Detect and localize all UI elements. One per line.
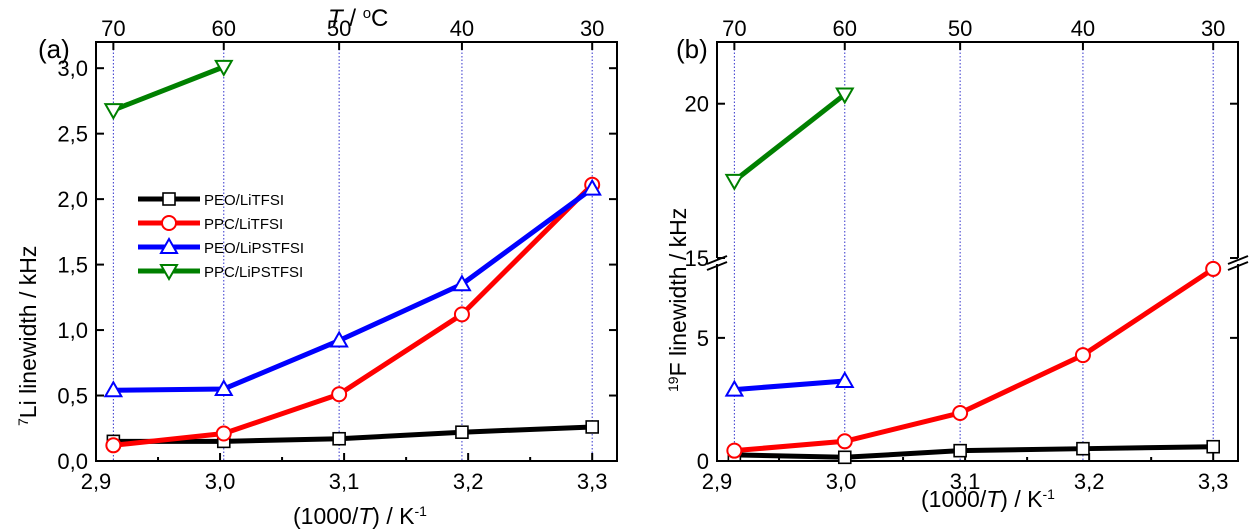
legend-marker-peo-litfsi <box>162 192 176 206</box>
panel-b-y-axis-title: 19F linewidth / kHz <box>665 208 691 392</box>
data-point-ppc-litfsi <box>331 386 348 403</box>
legend: PEO/LiTFSI PPC/LiTFSI PEO/LiPSTFSI PPC/LiPS… <box>138 192 304 282</box>
legend-label-peo-lipstfsi: PEO/LiPSTFSI <box>204 240 304 257</box>
top-tick-label: 70 <box>722 16 746 41</box>
panel-a-top-axis-title: T / oC <box>328 5 388 33</box>
x-tick-label: 3,0 <box>205 469 236 494</box>
panel-a-frame <box>95 41 618 462</box>
top-tick-label: 30 <box>1201 16 1225 41</box>
legend-marker-ppc-litfsi <box>161 215 177 231</box>
data-point-peo-litfsi <box>1206 439 1220 454</box>
x-tick-label: 3,3 <box>1198 469 1229 494</box>
y-tick-label: 0 <box>697 449 709 474</box>
data-point-peo-lipstfsi <box>214 378 234 396</box>
series-line-peo-litfsi <box>734 444 1214 460</box>
panel-b-frame <box>716 41 1239 462</box>
data-point-ppc-litfsi <box>836 433 853 450</box>
panel-b-label: (b) <box>676 34 708 64</box>
x-tick-label: 3,1 <box>950 469 981 494</box>
data-point-peo-litfsi <box>1076 441 1090 456</box>
data-point-ppc-litfsi <box>453 306 470 323</box>
y-tick-label: 1,0 <box>57 318 88 343</box>
panel-b-x-axis-title: (1000/T) / K-1 <box>921 486 1055 512</box>
x-tick-label: 3,1 <box>329 469 360 494</box>
data-point-peo-lipstfsi <box>329 330 349 348</box>
legend-marker-peo-lipstfsi <box>159 236 179 254</box>
series-line-ppc-lipstfsi <box>112 64 225 113</box>
data-point-ppc-lipstfsi <box>103 103 124 121</box>
panel-b-guides <box>733 42 1214 461</box>
x-tick-label: 3,2 <box>1074 469 1105 494</box>
data-point-peo-litfsi <box>332 431 346 446</box>
y-tick-label: 3,0 <box>57 56 88 81</box>
axis-break-marks <box>706 255 1249 271</box>
data-point-ppc-lipstfsi <box>835 87 855 105</box>
data-point-ppc-lipstfsi <box>214 59 234 77</box>
top-tick-label: 50 <box>327 16 351 41</box>
legend-label-ppc-litfsi: PPC/LiTFSI <box>204 216 283 233</box>
y-tick-label: 0,5 <box>57 384 88 409</box>
series-line-ppc-litfsi <box>734 266 1215 454</box>
data-point-ppc-litfsi <box>952 404 969 421</box>
y-tick-label: 2,5 <box>57 122 88 147</box>
data-point-ppc-litfsi <box>1074 347 1091 364</box>
x-tick-label: 2,9 <box>702 469 733 494</box>
data-point-peo-lipstfsi <box>452 274 472 292</box>
data-point-peo-lipstfsi <box>582 178 602 196</box>
data-point-peo-litfsi <box>455 425 469 439</box>
data-point-ppc-litfsi <box>215 425 232 442</box>
panel-a-label: (a) <box>38 34 70 64</box>
x-tick-label: 3,3 <box>577 469 608 494</box>
data-point-ppc-litfsi <box>105 437 122 454</box>
data-point-peo-litfsi <box>837 450 852 465</box>
data-point-peo-litfsi <box>953 443 967 458</box>
data-point-peo-lipstfsi <box>835 370 855 388</box>
legend-marker-ppc-lipstfsi <box>159 264 179 282</box>
data-point-ppc-litfsi <box>726 442 743 459</box>
data-point-ppc-litfsi <box>1205 260 1222 277</box>
y-tick-label: 2,0 <box>57 187 88 212</box>
top-tick-label: 40 <box>450 16 474 41</box>
panel-b: 2,9 3,0 3,1 3,2 3,3 0 5 15 20 70 60 50 40 30 (b) (100… <box>665 16 1249 512</box>
top-tick-label: 70 <box>101 16 125 41</box>
series-line-peo-lipstfsi <box>113 186 594 393</box>
panel-a-guides <box>112 42 593 461</box>
y-tick-label: 1,5 <box>57 253 88 278</box>
x-tick-label: 3,2 <box>453 469 484 494</box>
x-tick-label: 3,0 <box>826 469 857 494</box>
y-tick-label: 20 <box>685 92 709 117</box>
series-line-ppc-lipstfsi <box>732 92 847 183</box>
legend-label-ppc-lipstfsi: PPC/LiPSTFSI <box>204 264 303 281</box>
data-point-peo-lipstfsi <box>103 380 124 398</box>
y-tick-label: 15 <box>685 246 709 271</box>
top-tick-label: 60 <box>833 16 857 41</box>
x-tick-label: 2,9 <box>81 469 112 494</box>
legend-label-peo-litfsi: PEO/LiTFSI <box>204 192 284 209</box>
panel-a-series <box>103 59 602 454</box>
panel-a-y-axis-title: 7Li linewidth / kHz <box>15 246 41 426</box>
data-point-peo-litfsi <box>585 420 599 434</box>
data-point-peo-lipstfsi <box>724 379 745 397</box>
panel-a-x-axis-title: (1000/T) / K-1 <box>293 503 427 529</box>
top-tick-label: 40 <box>1071 16 1095 41</box>
data-point-ppc-lipstfsi <box>724 173 745 191</box>
top-tick-label: 30 <box>580 16 604 41</box>
panel-a-ticks: 2,9 3,0 3,1 3,2 3,3 0,0 0,5 1,0 1,5 2,0 2,5 3,0 70 60… <box>57 16 617 494</box>
y-tick-label: 0,0 <box>57 449 88 474</box>
panel-b-ticks: 2,9 3,0 3,1 3,2 3,3 0 5 15 20 70 60 50 40 30 <box>685 16 1238 494</box>
y-tick-label: 5 <box>697 326 709 351</box>
top-tick-label: 50 <box>948 16 972 41</box>
panel-a: 2,9 3,0 3,1 3,2 3,3 0,0 0,5 1,0 1,5 2,0 2,5 3,0 70 60… <box>15 5 618 529</box>
series-line-peo-lipstfsi <box>734 378 845 393</box>
top-tick-label: 60 <box>212 16 236 41</box>
panel-b-series <box>724 87 1222 465</box>
